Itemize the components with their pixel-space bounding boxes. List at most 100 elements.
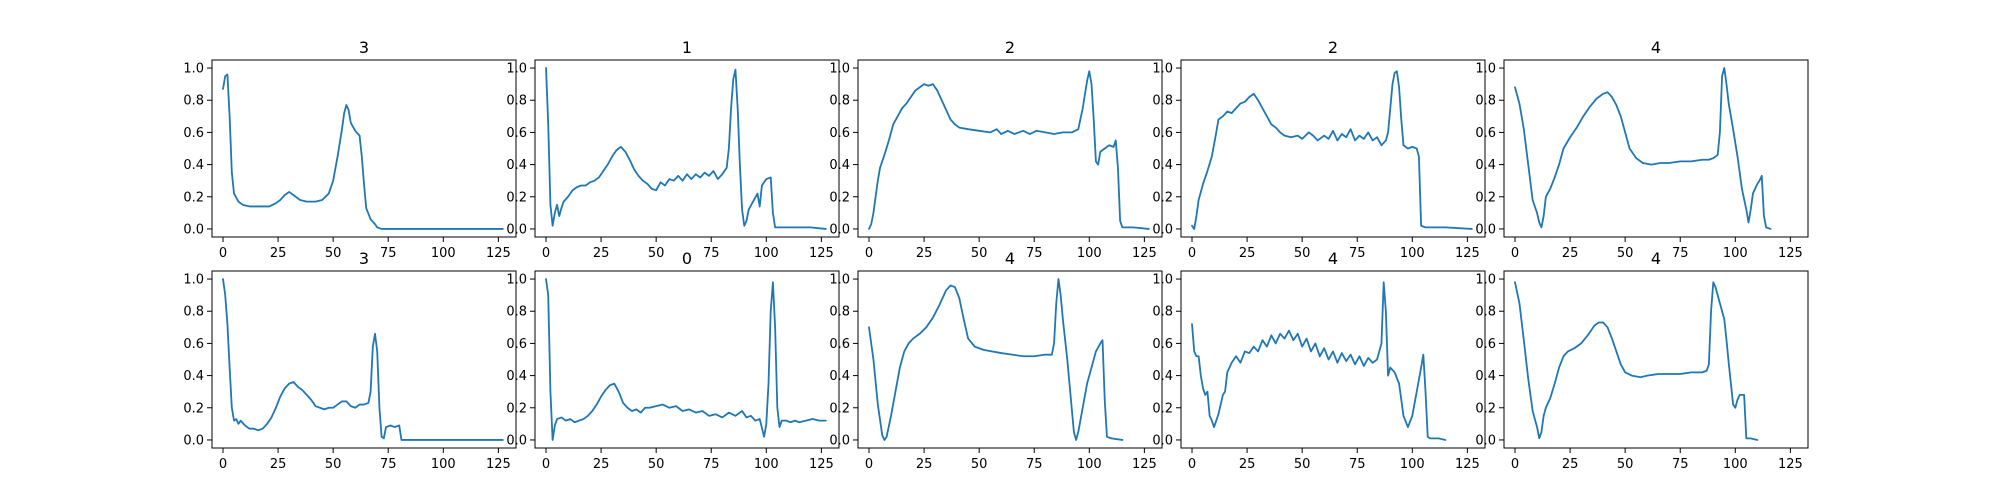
x-tick-label: 50 <box>971 457 988 472</box>
x-tick-label: 0 <box>219 457 227 472</box>
chart-title: 4 <box>1651 38 1661 57</box>
x-tick-label: 25 <box>593 457 610 472</box>
y-tick-label: 0.2 <box>1475 190 1496 205</box>
y-tick-label: 0.8 <box>829 305 850 320</box>
y-tick-label: 1.0 <box>506 273 527 288</box>
y-tick-label: 1.0 <box>1152 273 1173 288</box>
chart-title: 0 <box>682 249 692 268</box>
x-tick-label: 75 <box>1672 246 1689 261</box>
chart-title: 4 <box>1651 249 1661 268</box>
x-tick-label: 25 <box>270 246 287 261</box>
y-tick-label: 1.0 <box>829 62 850 77</box>
x-tick-label: 0 <box>542 246 550 261</box>
y-tick-label: 0.8 <box>1152 305 1173 320</box>
axes-frame <box>857 270 1163 449</box>
series-line <box>222 278 504 441</box>
y-tick-label: 0.8 <box>829 94 850 109</box>
y-tick-label: 0.0 <box>506 433 527 448</box>
x-tick-label: 125 <box>809 457 834 472</box>
x-tick-label: 75 <box>380 457 397 472</box>
y-tick-label: 0.0 <box>1152 222 1173 237</box>
y-tick-label: 0.6 <box>506 337 527 352</box>
x-tick-label: 50 <box>1617 457 1634 472</box>
x-tick-label: 75 <box>1026 246 1043 261</box>
y-tick-label: 0.8 <box>1475 94 1496 109</box>
y-tick-label: 0.4 <box>183 369 204 384</box>
y-tick-label: 0.8 <box>506 94 527 109</box>
x-tick-label: 25 <box>916 246 933 261</box>
y-tick-label: 0.4 <box>829 369 850 384</box>
y-tick-label: 1.0 <box>1475 273 1496 288</box>
x-tick-label: 0 <box>219 246 227 261</box>
chart-title: 3 <box>359 38 369 57</box>
x-tick-label: 125 <box>1455 457 1480 472</box>
x-tick-label: 50 <box>648 457 665 472</box>
x-tick-label: 125 <box>1778 246 1803 261</box>
x-tick-label: 25 <box>1562 246 1579 261</box>
x-tick-label: 125 <box>1132 246 1157 261</box>
x-tick-label: 100 <box>1723 457 1748 472</box>
x-tick-label: 125 <box>809 246 834 261</box>
y-tick-label: 0.2 <box>829 190 850 205</box>
y-tick-label: 0.0 <box>506 222 527 237</box>
y-tick-label: 0.2 <box>1475 401 1496 416</box>
y-tick-label: 0.6 <box>829 337 850 352</box>
axes-frame <box>1180 59 1486 238</box>
chart-title: 2 <box>1328 38 1338 57</box>
x-tick-label: 125 <box>1778 457 1803 472</box>
chart-panel: 0 25 50 75 100 125 0.0 0.2 0.4 0.6 0.8 1.0 4 <box>1475 249 1809 472</box>
x-tick-label: 50 <box>1294 246 1311 261</box>
axes-frame <box>857 59 1163 238</box>
x-tick-label: 125 <box>1132 457 1157 472</box>
x-tick-label: 50 <box>325 457 342 472</box>
y-tick-label: 0.0 <box>183 433 204 448</box>
axes-frame <box>534 59 840 238</box>
y-tick-label: 0.8 <box>1475 305 1496 320</box>
y-tick-label: 1.0 <box>183 273 204 288</box>
y-tick-label: 0.6 <box>1475 126 1496 141</box>
chart-title: 2 <box>1005 38 1015 57</box>
x-tick-label: 75 <box>380 246 397 261</box>
y-tick-label: 0.6 <box>1152 126 1173 141</box>
y-tick-label: 0.0 <box>829 222 850 237</box>
chart-panel: 0 25 50 75 100 125 0.0 0.2 0.4 0.6 0.8 1.0 4 <box>1152 249 1486 472</box>
y-tick-label: 0.8 <box>183 305 204 320</box>
chart-title: 1 <box>682 38 692 57</box>
y-tick-label: 0.0 <box>829 433 850 448</box>
x-tick-label: 125 <box>486 457 511 472</box>
x-tick-label: 25 <box>916 457 933 472</box>
x-tick-label: 50 <box>1294 457 1311 472</box>
axes-frame <box>211 270 517 449</box>
y-tick-label: 0.6 <box>1152 337 1173 352</box>
y-tick-label: 0.8 <box>506 305 527 320</box>
axes-frame <box>1180 270 1486 449</box>
x-tick-label: 0 <box>865 246 873 261</box>
x-tick-label: 100 <box>1077 246 1102 261</box>
y-tick-label: 0.6 <box>829 126 850 141</box>
x-tick-label: 100 <box>754 246 779 261</box>
chart-title: 4 <box>1005 249 1015 268</box>
y-tick-label: 0.2 <box>1152 190 1173 205</box>
chart-title: 4 <box>1328 249 1338 268</box>
series-line <box>1514 67 1772 230</box>
x-tick-label: 0 <box>1188 246 1196 261</box>
series-line <box>1514 281 1759 441</box>
x-tick-label: 100 <box>431 457 456 472</box>
y-tick-label: 0.0 <box>1475 433 1496 448</box>
chart-panel: 0 25 50 75 100 125 0.0 0.2 0.4 0.6 0.8 1.0 0 <box>506 249 840 472</box>
y-tick-label: 0.4 <box>506 158 527 173</box>
x-tick-label: 75 <box>1349 457 1366 472</box>
x-tick-label: 25 <box>1239 457 1256 472</box>
x-tick-label: 125 <box>1455 246 1480 261</box>
y-tick-label: 0.6 <box>183 126 204 141</box>
x-tick-label: 100 <box>431 246 456 261</box>
y-tick-label: 0.2 <box>1152 401 1173 416</box>
series-line <box>868 278 1124 441</box>
x-tick-label: 75 <box>703 246 720 261</box>
x-tick-label: 25 <box>1239 246 1256 261</box>
chart-panel: 0 25 50 75 100 125 0.0 0.2 0.4 0.6 0.8 1.0 1 <box>506 38 840 261</box>
y-tick-label: 0.2 <box>506 401 527 416</box>
x-tick-label: 25 <box>1562 457 1579 472</box>
chart-panel: 0 25 50 75 100 125 0.0 0.2 0.4 0.6 0.8 1.0 2 <box>829 38 1163 261</box>
y-tick-label: 1.0 <box>183 62 204 77</box>
